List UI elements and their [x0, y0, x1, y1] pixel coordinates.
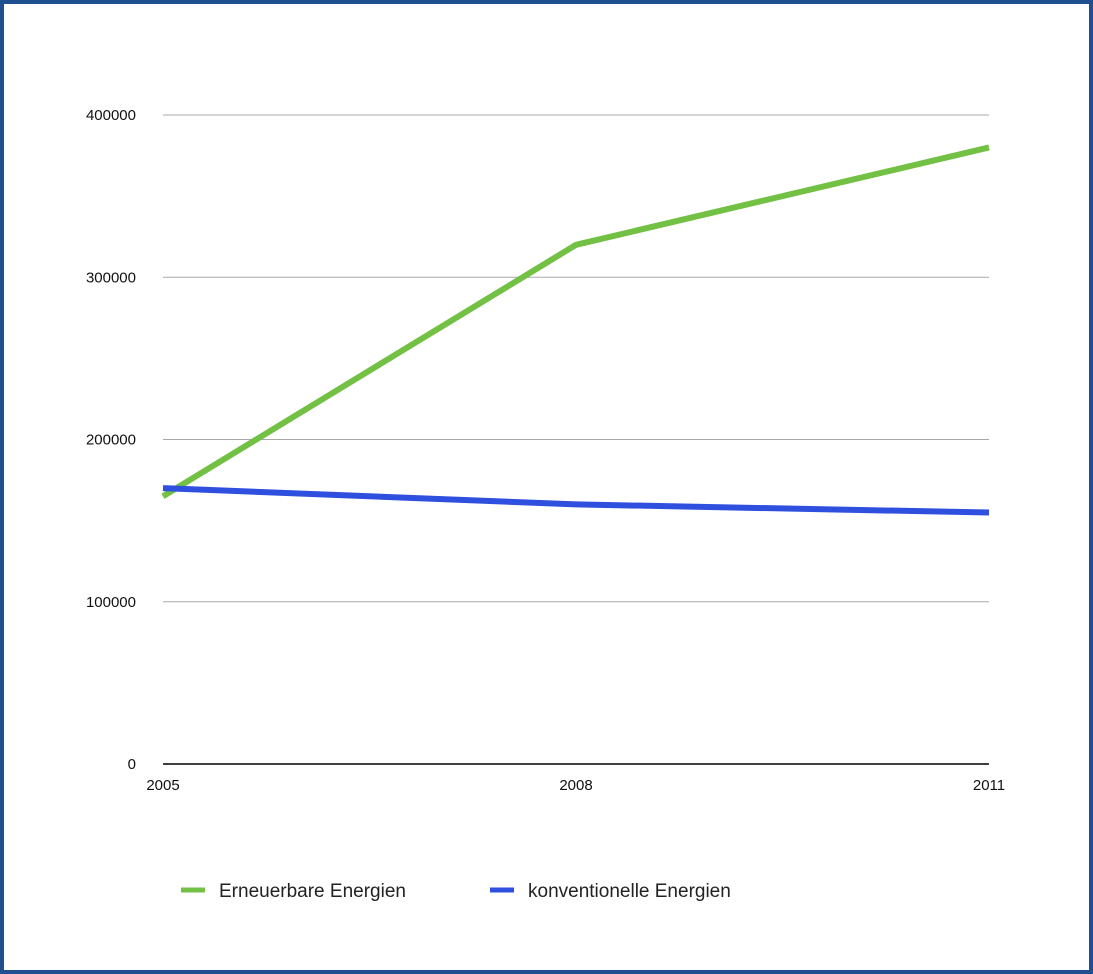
y-axis-tick-labels: 0 100000 200000 300000 400000: [86, 107, 136, 773]
y-tick-label: 0: [128, 756, 136, 773]
y-tick-label: 200000: [86, 432, 136, 449]
x-axis-tick-labels: 2005 2008 2011: [146, 777, 1005, 794]
series-line-1: [161, 144, 990, 499]
y-tick-label: 400000: [86, 107, 136, 124]
x-tick-label: 2005: [146, 777, 179, 794]
legend-label-1: Erneuerbare Energien: [219, 881, 406, 902]
gridlines: [163, 114, 989, 603]
legend: Erneuerbare Energien konventionelle Energ…: [181, 881, 731, 902]
x-tick-label: 2011: [973, 777, 1005, 794]
y-tick-label: 100000: [86, 594, 136, 611]
y-tick-label: 300000: [86, 269, 136, 286]
series-lines: [161, 144, 990, 516]
series-line-2: [162, 485, 990, 516]
x-tick-label: 2008: [559, 777, 592, 794]
legend-label-2: konventionelle Energien: [528, 881, 731, 902]
